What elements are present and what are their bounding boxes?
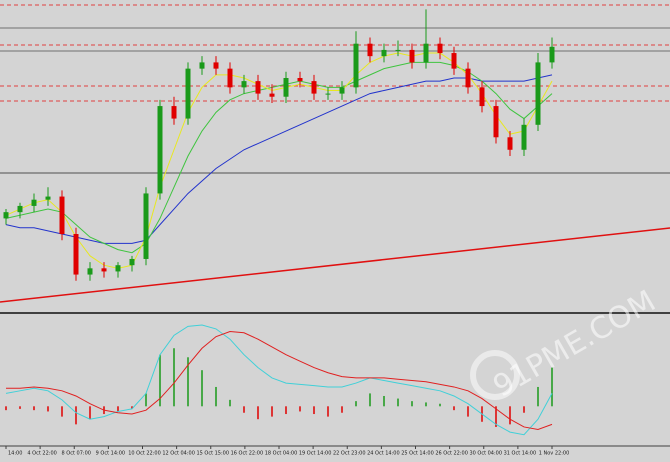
- candle-body: [241, 81, 247, 88]
- candle-body: [437, 43, 443, 54]
- x-tick-label: 16 Oct 22:00: [231, 451, 264, 457]
- candle-body: [409, 49, 415, 63]
- x-tick-label: 4 Oct 22:00: [27, 451, 56, 457]
- candle-body: [255, 81, 261, 94]
- watermark-logo: [470, 350, 520, 400]
- candle-body: [465, 68, 471, 88]
- candle-body: [213, 62, 219, 69]
- candle-body: [297, 78, 303, 82]
- x-tick-label: 30 Oct 04:00: [469, 451, 502, 457]
- trend-line: [0, 227, 670, 303]
- x-tick-label: 10 Oct 22:00: [128, 451, 161, 457]
- x-tick-label: 26 Oct 22:00: [435, 451, 468, 457]
- candle-body: [73, 234, 79, 275]
- x-tick-label: 14:00: [8, 451, 22, 457]
- candle-body: [269, 93, 275, 97]
- candle-body: [157, 106, 163, 194]
- candle-body: [311, 81, 317, 94]
- candle-body: [493, 106, 499, 138]
- x-tick-label: 22 Oct 23:00: [333, 451, 366, 457]
- candle-body: [535, 62, 541, 125]
- x-tick-label: 25 Oct 14:00: [401, 451, 434, 457]
- candle-body: [129, 258, 135, 266]
- candle-body: [59, 196, 65, 234]
- candle-body: [283, 78, 289, 97]
- moving-average: [5, 52, 553, 269]
- candle-body: [423, 43, 429, 63]
- candle-body: [199, 62, 205, 69]
- macd-line: [5, 324, 553, 436]
- candle-body: [45, 196, 51, 200]
- x-tick-label: 9 Oct 14:00: [96, 451, 125, 457]
- candle-body: [3, 212, 9, 219]
- x-tick-label: 19 Oct 14:00: [299, 451, 332, 457]
- candle-body: [115, 265, 121, 272]
- x-tick-label: 24 Oct 14:00: [367, 451, 400, 457]
- candle-body: [325, 93, 331, 95]
- x-tick-label: 31 Oct 14:00: [504, 451, 537, 457]
- candle-body: [17, 205, 23, 213]
- candle-body: [101, 268, 107, 272]
- candle-body: [185, 68, 191, 119]
- candle-body: [479, 87, 485, 107]
- candle-body: [451, 53, 457, 69]
- candle-body: [31, 199, 37, 206]
- candle-body: [507, 137, 513, 150]
- guide-lines: [0, 4, 670, 447]
- candle-body: [171, 106, 177, 119]
- x-tick-label: 15 Oct 15:00: [196, 451, 229, 457]
- candle-body: [367, 43, 373, 57]
- candle-body: [227, 68, 233, 88]
- candle-body: [143, 193, 149, 259]
- macd-line: [6, 330, 553, 431]
- moving-average: [5, 74, 553, 244]
- candle-body: [339, 87, 345, 94]
- candle-body: [353, 43, 359, 88]
- x-tick-label: 18 Oct 04:00: [265, 451, 298, 457]
- x-tick-label: 12 Oct 04:00: [162, 451, 195, 457]
- candle-body: [395, 49, 401, 51]
- candle-body: [521, 124, 527, 150]
- candle-body: [381, 49, 387, 57]
- x-tick-label: 8 Oct 07:00: [62, 451, 91, 457]
- x-tick-label: 1 Nov 22:00: [539, 451, 570, 457]
- candle-body: [549, 46, 555, 63]
- candle-body: [87, 268, 93, 275]
